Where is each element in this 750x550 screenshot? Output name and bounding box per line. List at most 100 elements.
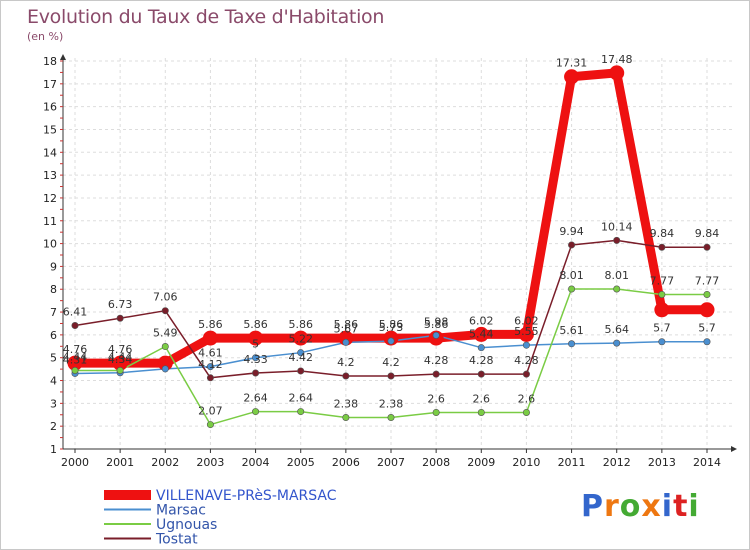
legend-label: VILLENAVE-PRèS-MARSAC bbox=[156, 488, 337, 504]
y-tick-label: 4 bbox=[50, 375, 57, 388]
data-point bbox=[161, 343, 169, 351]
data-point bbox=[518, 326, 534, 342]
chart-title: Evolution du Taux de Taxe d'Habitation bbox=[27, 6, 385, 28]
logo-letter: P bbox=[581, 489, 604, 524]
data-label: 5.44 bbox=[469, 328, 494, 341]
data-label: 5.98 bbox=[424, 315, 449, 328]
y-tick-label: 8 bbox=[50, 283, 57, 296]
data-point bbox=[613, 236, 621, 244]
y-tick-label: 14 bbox=[43, 146, 57, 159]
legend-label: Tostat bbox=[155, 532, 198, 548]
data-point bbox=[477, 408, 485, 416]
y-tick-label: 10 bbox=[43, 238, 57, 251]
data-point bbox=[522, 370, 530, 378]
data-point bbox=[342, 414, 350, 422]
data-label: 4.76 bbox=[108, 343, 133, 356]
data-point bbox=[609, 65, 625, 81]
data-point bbox=[248, 330, 264, 346]
logo-letter: o bbox=[619, 489, 642, 524]
data-label: 5 bbox=[252, 338, 259, 351]
data-label: 5.64 bbox=[604, 323, 629, 336]
logo-letter: x bbox=[641, 489, 662, 524]
data-label: 2.07 bbox=[198, 405, 223, 418]
x-tick-label: 2002 bbox=[151, 456, 179, 469]
data-point bbox=[568, 241, 576, 249]
data-label: 5.7 bbox=[653, 322, 671, 335]
data-point bbox=[703, 243, 711, 251]
data-label: 17.48 bbox=[601, 53, 633, 66]
data-point bbox=[116, 366, 124, 374]
data-point bbox=[568, 285, 576, 293]
x-tick-label: 2001 bbox=[106, 456, 134, 469]
logo-letter: i bbox=[661, 489, 674, 524]
data-label: 9.84 bbox=[650, 227, 675, 240]
data-label: 6.02 bbox=[514, 314, 539, 327]
data-point bbox=[161, 307, 169, 315]
data-point bbox=[293, 330, 309, 346]
data-point bbox=[432, 370, 440, 378]
data-point bbox=[703, 338, 711, 346]
data-label: 17.31 bbox=[556, 57, 588, 70]
data-point bbox=[387, 414, 395, 422]
data-point bbox=[206, 374, 214, 382]
x-tick-label: 2012 bbox=[603, 456, 631, 469]
y-tick-label: 5 bbox=[50, 352, 57, 365]
data-point bbox=[477, 344, 485, 352]
x-tick-label: 2009 bbox=[467, 456, 495, 469]
x-tick-label: 2003 bbox=[196, 456, 224, 469]
x-tick-label: 2004 bbox=[242, 456, 270, 469]
data-label: 5.67 bbox=[334, 322, 359, 335]
data-point bbox=[564, 69, 580, 85]
y-tick-label: 2 bbox=[50, 420, 57, 433]
logo-letter: r bbox=[604, 489, 620, 524]
data-point bbox=[71, 322, 79, 330]
data-label: 4.61 bbox=[198, 347, 223, 360]
y-tick-label: 18 bbox=[43, 55, 57, 68]
data-point bbox=[252, 408, 260, 416]
y-tick-label: 12 bbox=[43, 192, 57, 205]
data-label: 6.02 bbox=[469, 314, 494, 327]
data-label: 4.31 bbox=[63, 353, 88, 366]
data-label: 2.38 bbox=[334, 398, 359, 411]
y-tick-label: 11 bbox=[43, 215, 57, 228]
data-label: 4.44 bbox=[108, 350, 133, 363]
data-point bbox=[387, 337, 395, 345]
data-point bbox=[658, 243, 666, 251]
data-point bbox=[654, 302, 670, 318]
data-point bbox=[387, 372, 395, 380]
y-tick-label: 1 bbox=[50, 443, 57, 456]
data-point bbox=[703, 290, 711, 298]
data-label: 8.01 bbox=[604, 269, 629, 282]
data-label: 4.28 bbox=[424, 354, 449, 367]
data-label: 5.49 bbox=[153, 327, 178, 340]
data-point bbox=[522, 408, 530, 416]
legend-label: Ugnouas bbox=[156, 517, 217, 533]
data-point bbox=[252, 369, 260, 377]
data-point bbox=[297, 408, 305, 416]
data-label: 5.61 bbox=[559, 324, 584, 337]
proxiti-logo: Proxiti bbox=[581, 489, 700, 524]
data-label: 4.2 bbox=[382, 356, 400, 369]
y-tick-label: 17 bbox=[43, 78, 57, 91]
data-point bbox=[699, 302, 715, 318]
data-label: 4.28 bbox=[514, 354, 539, 367]
x-tick-label: 2010 bbox=[512, 456, 540, 469]
data-point bbox=[658, 338, 666, 346]
data-point bbox=[613, 339, 621, 347]
data-label: 5.55 bbox=[514, 325, 539, 338]
data-point bbox=[473, 326, 489, 342]
x-tick-label: 2011 bbox=[558, 456, 586, 469]
data-point bbox=[206, 363, 214, 371]
data-label: 6.73 bbox=[108, 298, 133, 311]
data-point bbox=[432, 408, 440, 416]
y-tick-label: 6 bbox=[50, 329, 57, 342]
y-tick-label: 7 bbox=[50, 306, 57, 319]
data-point bbox=[252, 354, 260, 362]
x-tick-label: 2000 bbox=[61, 456, 89, 469]
data-label: 5.86 bbox=[198, 318, 223, 331]
y-tick-label: 9 bbox=[50, 260, 57, 273]
data-label: 4.2 bbox=[337, 356, 355, 369]
data-label: 4.44 bbox=[63, 350, 88, 363]
data-label: 5.86 bbox=[424, 318, 449, 331]
